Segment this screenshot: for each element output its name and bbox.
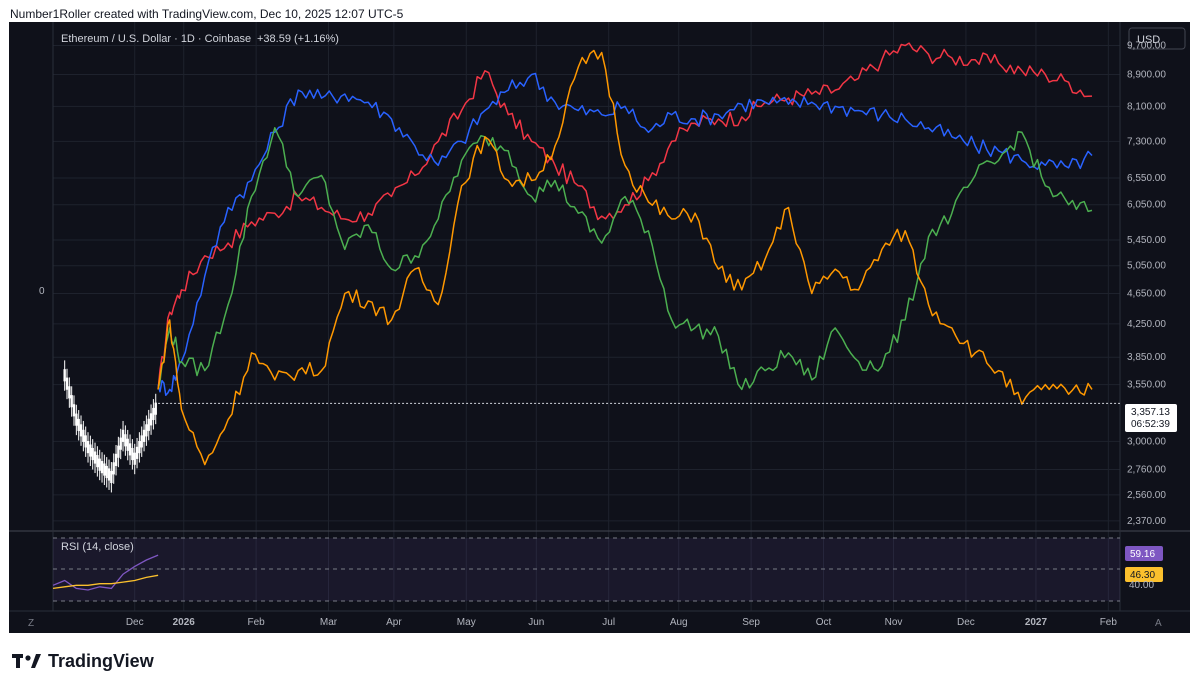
time-label: Nov bbox=[885, 617, 903, 628]
price-tick-label: 2,560.00 bbox=[1127, 490, 1166, 501]
price-candle-body bbox=[135, 446, 139, 459]
chart-canvas[interactable]: Ethereum / U.S. Dollar · 1D · Coinbase +… bbox=[9, 22, 1190, 633]
price-candle-body bbox=[152, 407, 155, 421]
tradingview-logo-icon bbox=[12, 653, 41, 668]
price-candle-body bbox=[77, 418, 80, 432]
tradingview-wordmark: TradingView bbox=[48, 651, 154, 671]
price-tick-label: 4,650.00 bbox=[1127, 289, 1166, 300]
time-label: Jul bbox=[602, 617, 615, 628]
chart-legend-symbol[interactable]: Ethereum / U.S. Dollar · 1D · Coinbase bbox=[61, 33, 251, 45]
auto-scale-button-left[interactable]: Z bbox=[28, 618, 34, 629]
price-tick-label: 5,450.00 bbox=[1127, 235, 1166, 246]
rsi-tick: 40.00 bbox=[1129, 580, 1154, 591]
price-tick-label: 4,250.00 bbox=[1127, 319, 1166, 330]
price-candle-body bbox=[114, 453, 118, 466]
price-candle-body bbox=[142, 429, 146, 442]
rsi-value-badge: 59.16 bbox=[1125, 546, 1163, 561]
price-tick-label: 3,000.00 bbox=[1127, 436, 1166, 447]
auto-scale-button[interactable]: A bbox=[1155, 618, 1162, 629]
blue-projection-line[interactable] bbox=[157, 72, 1093, 397]
red-projection-line[interactable] bbox=[157, 42, 1093, 390]
time-label: Aug bbox=[670, 617, 688, 628]
price-tick-label: 6,050.00 bbox=[1127, 200, 1166, 211]
price-candle-body bbox=[149, 413, 153, 426]
time-label: Oct bbox=[816, 617, 832, 628]
time-label: Mar bbox=[320, 617, 338, 628]
orange-projection-line[interactable] bbox=[157, 49, 1093, 466]
price-candle-body bbox=[68, 386, 71, 399]
time-label: Apr bbox=[386, 617, 402, 628]
currency-label: USD bbox=[1137, 34, 1160, 46]
price-candle-body bbox=[96, 455, 99, 468]
left-scale-zero: 0 bbox=[39, 286, 45, 297]
price-candle-body bbox=[93, 451, 97, 464]
price-tick-label: 7,300.00 bbox=[1127, 136, 1166, 147]
price-tick-label: 9,700.00 bbox=[1127, 41, 1166, 52]
price-candle-body bbox=[105, 465, 108, 479]
price-tick-label: 3,850.00 bbox=[1127, 352, 1166, 363]
current-price: 3,357.13 bbox=[1131, 407, 1170, 418]
price-candle-body bbox=[103, 463, 106, 476]
price-candle-body bbox=[82, 429, 85, 442]
price-candle-body bbox=[121, 429, 125, 442]
price-tick-label: 2,370.00 bbox=[1127, 516, 1166, 527]
bar-countdown: 06:52:39 bbox=[1131, 419, 1170, 430]
price-candle-body bbox=[107, 468, 111, 481]
chart-credit: Number1Roller created with TradingView.c… bbox=[10, 7, 404, 21]
price-tick-label: 3,550.00 bbox=[1127, 380, 1166, 391]
price-candle-body bbox=[126, 438, 129, 451]
price-candle-body bbox=[147, 418, 150, 431]
price-candle-body bbox=[154, 402, 157, 415]
price-candle-body bbox=[91, 447, 94, 461]
current-price-label: 3,357.13 06:52:39 bbox=[1125, 404, 1177, 432]
price-candle-body bbox=[138, 441, 141, 454]
rsi-label[interactable]: RSI (14, close) bbox=[61, 541, 134, 553]
price-candle-body bbox=[140, 435, 143, 448]
price-candle-body bbox=[86, 441, 90, 454]
time-label: May bbox=[457, 617, 476, 628]
price-candle-body bbox=[65, 377, 69, 390]
price-candle-body bbox=[117, 445, 120, 458]
time-label: 2026 bbox=[173, 617, 196, 628]
rsi-ma-badge: 46.30 bbox=[1125, 567, 1163, 582]
time-label: Dec bbox=[126, 617, 144, 628]
time-label: Feb bbox=[1100, 617, 1118, 628]
price-candle-body bbox=[124, 434, 127, 447]
rsi-ma-value: 46.30 bbox=[1130, 570, 1155, 581]
price-candle-body bbox=[84, 435, 87, 448]
price-candle-body bbox=[131, 447, 134, 461]
price-candle-body bbox=[70, 395, 73, 408]
price-candle-body bbox=[145, 424, 148, 437]
chart-legend-change: +38.59 (+1.16%) bbox=[257, 33, 339, 45]
rsi-line[interactable] bbox=[52, 554, 159, 591]
price-candle-body bbox=[110, 470, 113, 484]
time-label: Jun bbox=[528, 617, 544, 628]
tradingview-logo[interactable]: TradingView bbox=[12, 651, 154, 672]
price-candle-body bbox=[63, 369, 66, 382]
price-tick-label: 6,550.00 bbox=[1127, 173, 1166, 184]
price-candle-body bbox=[75, 413, 78, 426]
currency-button[interactable]: USD bbox=[1128, 27, 1186, 50]
price-tick-label: 5,050.00 bbox=[1127, 261, 1166, 272]
price-candle-body bbox=[119, 437, 122, 450]
price-candle-body bbox=[133, 452, 136, 465]
time-label: 2027 bbox=[1025, 617, 1048, 628]
green-projection-line[interactable] bbox=[157, 127, 1093, 391]
price-tick-label: 8,100.00 bbox=[1127, 101, 1166, 112]
price-candle-body bbox=[100, 461, 104, 474]
rsi-value: 59.16 bbox=[1130, 549, 1155, 560]
price-candle-body bbox=[98, 458, 101, 471]
price-tick-label: 2,760.00 bbox=[1127, 464, 1166, 475]
time-label: Sep bbox=[742, 617, 760, 628]
price-candle-body bbox=[89, 444, 92, 457]
price-tick-label: 8,900.00 bbox=[1127, 70, 1166, 81]
price-candle-body bbox=[128, 443, 132, 456]
price-candle-body bbox=[72, 404, 76, 417]
chart-area[interactable]: Ethereum / U.S. Dollar · 1D · Coinbase +… bbox=[9, 22, 1190, 633]
price-candle-body bbox=[112, 462, 115, 475]
rsi-ma-line[interactable] bbox=[52, 574, 159, 590]
time-label: Dec bbox=[957, 617, 975, 628]
price-candle-body bbox=[79, 424, 83, 437]
time-label: Feb bbox=[248, 617, 266, 628]
